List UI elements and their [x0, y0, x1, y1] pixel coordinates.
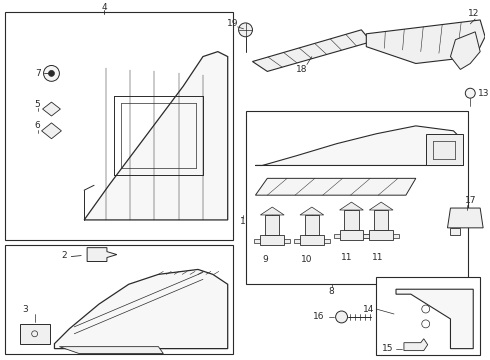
Circle shape: [466, 88, 475, 98]
Bar: [5, 245, 233, 354]
Circle shape: [239, 23, 252, 37]
Polygon shape: [450, 228, 461, 235]
Text: 12: 12: [467, 9, 479, 18]
Text: 8: 8: [329, 287, 335, 296]
Bar: [245, 111, 468, 284]
Text: 10: 10: [301, 255, 313, 264]
Polygon shape: [59, 347, 163, 354]
Polygon shape: [255, 126, 464, 166]
Text: 11: 11: [341, 253, 352, 262]
Polygon shape: [43, 102, 60, 116]
Polygon shape: [374, 210, 388, 230]
Polygon shape: [396, 289, 473, 348]
Polygon shape: [426, 134, 464, 166]
Polygon shape: [369, 230, 393, 240]
Text: 2: 2: [62, 251, 67, 260]
Bar: [376, 277, 480, 355]
Polygon shape: [255, 178, 416, 195]
Text: 11: 11: [372, 253, 384, 262]
Text: 19: 19: [227, 19, 239, 28]
Polygon shape: [87, 248, 117, 261]
Text: 13: 13: [478, 89, 490, 98]
Polygon shape: [340, 230, 364, 240]
Polygon shape: [265, 215, 279, 235]
Text: 9: 9: [263, 255, 268, 264]
Polygon shape: [260, 207, 284, 215]
Polygon shape: [252, 30, 371, 71]
Text: 17: 17: [465, 195, 476, 204]
Text: 15: 15: [382, 344, 393, 353]
Circle shape: [49, 71, 54, 76]
Polygon shape: [284, 239, 290, 243]
Polygon shape: [369, 202, 393, 210]
Bar: [5, 12, 233, 240]
Polygon shape: [364, 234, 369, 238]
Polygon shape: [447, 208, 483, 228]
Text: 5: 5: [35, 100, 41, 109]
Polygon shape: [344, 210, 359, 230]
Bar: [20, 324, 49, 344]
Polygon shape: [393, 234, 399, 238]
Polygon shape: [42, 123, 61, 139]
Text: 7: 7: [35, 69, 41, 78]
Text: 16: 16: [313, 312, 325, 321]
Text: 18: 18: [296, 65, 308, 74]
Polygon shape: [364, 234, 369, 238]
Polygon shape: [334, 234, 340, 238]
Polygon shape: [300, 207, 324, 215]
Text: 4: 4: [101, 3, 107, 12]
Circle shape: [44, 66, 59, 81]
Polygon shape: [340, 202, 364, 210]
Polygon shape: [450, 32, 480, 69]
Polygon shape: [260, 235, 284, 245]
Polygon shape: [54, 269, 228, 348]
Text: 14: 14: [363, 305, 374, 314]
Polygon shape: [404, 339, 428, 351]
Polygon shape: [367, 20, 485, 63]
Polygon shape: [254, 239, 260, 243]
Text: 1: 1: [240, 217, 245, 226]
Text: 3: 3: [22, 305, 27, 314]
Polygon shape: [305, 215, 319, 235]
Polygon shape: [84, 51, 228, 220]
Circle shape: [336, 311, 347, 323]
Text: 6: 6: [35, 121, 41, 130]
Polygon shape: [324, 239, 330, 243]
Polygon shape: [300, 235, 324, 245]
Polygon shape: [294, 239, 300, 243]
